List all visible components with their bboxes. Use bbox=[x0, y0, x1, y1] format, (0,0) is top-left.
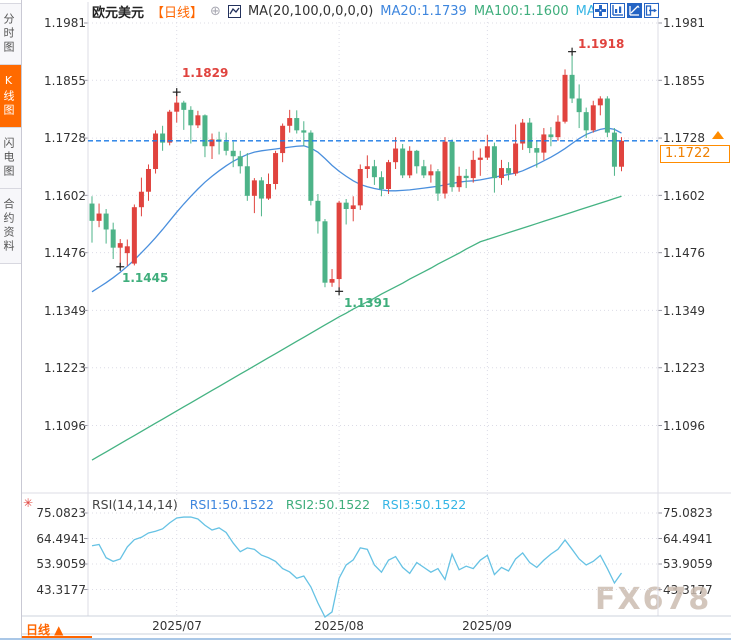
rsi-title: RSI(14,14,14) bbox=[92, 497, 178, 512]
y-axis-label-left: 1.1349 bbox=[44, 303, 86, 318]
sidebar-tab-kline[interactable]: K线图 bbox=[0, 65, 21, 128]
y-axis-label-right: 1.1096 bbox=[663, 418, 705, 433]
rsi-axis-label-left: 43.3177 bbox=[36, 582, 86, 597]
sidebar-tab-timeline[interactable]: 分时图 bbox=[0, 3, 21, 65]
y-axis-label-left: 1.1602 bbox=[44, 188, 86, 203]
y-axis-label-right: 1.1855 bbox=[663, 73, 705, 88]
x-axis-label-july: 2025/07 bbox=[152, 619, 202, 633]
y-axis-label-right: 1.1981 bbox=[663, 16, 705, 30]
y-axis-label-left: 1.1476 bbox=[44, 246, 86, 260]
y-axis-label-right: 1.1349 bbox=[663, 303, 705, 318]
y-axis-label-left: 1.1981 bbox=[44, 16, 86, 30]
y-axis-label-right: 1.1223 bbox=[663, 361, 705, 375]
indicator-chart-icon[interactable] bbox=[227, 4, 241, 18]
watermark: FX678 bbox=[595, 582, 712, 617]
y-axis-label-right: 1.1728 bbox=[663, 131, 705, 145]
y-axis-label-right: 1.1476 bbox=[663, 246, 705, 260]
ma100-value-label: MA100:1.1600 bbox=[473, 3, 569, 19]
annotation-low-june: 1.1445 bbox=[122, 271, 169, 285]
rsi2-value-label: RSI2:50.1522 bbox=[285, 497, 371, 512]
rsi-axis-label-right: 43.3177 bbox=[663, 582, 713, 597]
period-tag: 【日线】 bbox=[151, 5, 204, 21]
ma20-value-label: MA20:1.1739 bbox=[380, 3, 467, 19]
rsi3-value-label: RSI3:50.1522 bbox=[382, 497, 467, 512]
rsi-axis-label-right: 64.4941 bbox=[663, 531, 713, 546]
exit-panel-icon[interactable] bbox=[644, 3, 659, 18]
y-axis-label-right: 1.1602 bbox=[663, 188, 705, 203]
symbol-name: 欧元美元 bbox=[92, 5, 145, 21]
period-tab-daily[interactable]: 日线 ▲ bbox=[26, 623, 64, 637]
ma-extra-label: MA bbox=[575, 3, 596, 19]
ma-settings-label: MA(20,100,0,0,0,0) bbox=[247, 3, 374, 19]
rsi-axis-label-left: 64.4941 bbox=[36, 531, 86, 546]
current-price-box: 1.1722 bbox=[660, 145, 730, 163]
chart-toolbar bbox=[593, 3, 659, 18]
chart-header: 欧元美元 【日线】 ⊕ MA(20,100,0,0,0,0) MA20:1.17… bbox=[92, 3, 596, 21]
rsi-settings-icon[interactable]: ✳ bbox=[23, 496, 34, 510]
crosshair-icon[interactable] bbox=[593, 3, 608, 18]
y-axis-label-left: 1.1728 bbox=[44, 131, 86, 145]
trend-chart-icon[interactable] bbox=[627, 3, 642, 18]
y-axis-label-left: 1.1096 bbox=[44, 418, 86, 433]
y-axis-label-left: 1.1855 bbox=[44, 73, 86, 88]
add-circle-icon[interactable]: ⊕ bbox=[210, 3, 221, 19]
axis-chart-icon[interactable] bbox=[610, 3, 625, 18]
y-axis-label-left: 1.1223 bbox=[44, 361, 86, 375]
sidebar-tab-lightning[interactable]: 闪电图 bbox=[0, 128, 21, 189]
sidebar: 分时图 K线图 闪电图 合约资料 bbox=[0, 0, 22, 638]
rsi1-value-label: RSI1:50.1522 bbox=[189, 497, 274, 512]
sidebar-tab-contract-info[interactable]: 合约资料 bbox=[0, 189, 21, 264]
x-axis-label-august: 2025/08 bbox=[314, 619, 364, 633]
period-tab-underline bbox=[22, 636, 92, 638]
annotation-low-august: 1.1391 bbox=[344, 296, 391, 310]
price-arrow-icon bbox=[712, 131, 724, 139]
rsi-axis-label-right: 53.9059 bbox=[663, 557, 713, 571]
rsi-axis-label-left: 75.0823 bbox=[36, 506, 86, 520]
x-axis-label-september: 2025/09 bbox=[462, 619, 512, 633]
rsi-axis-label-left: 53.9059 bbox=[36, 557, 86, 571]
rsi-axis-label-right: 75.0823 bbox=[663, 506, 713, 520]
annotation-high-september: 1.1918 bbox=[578, 37, 625, 51]
rsi-header: RSI(14,14,14) RSI1:50.1522 RSI2:50.1522 … bbox=[92, 497, 467, 512]
annotation-high-july: 1.1829 bbox=[182, 66, 229, 80]
